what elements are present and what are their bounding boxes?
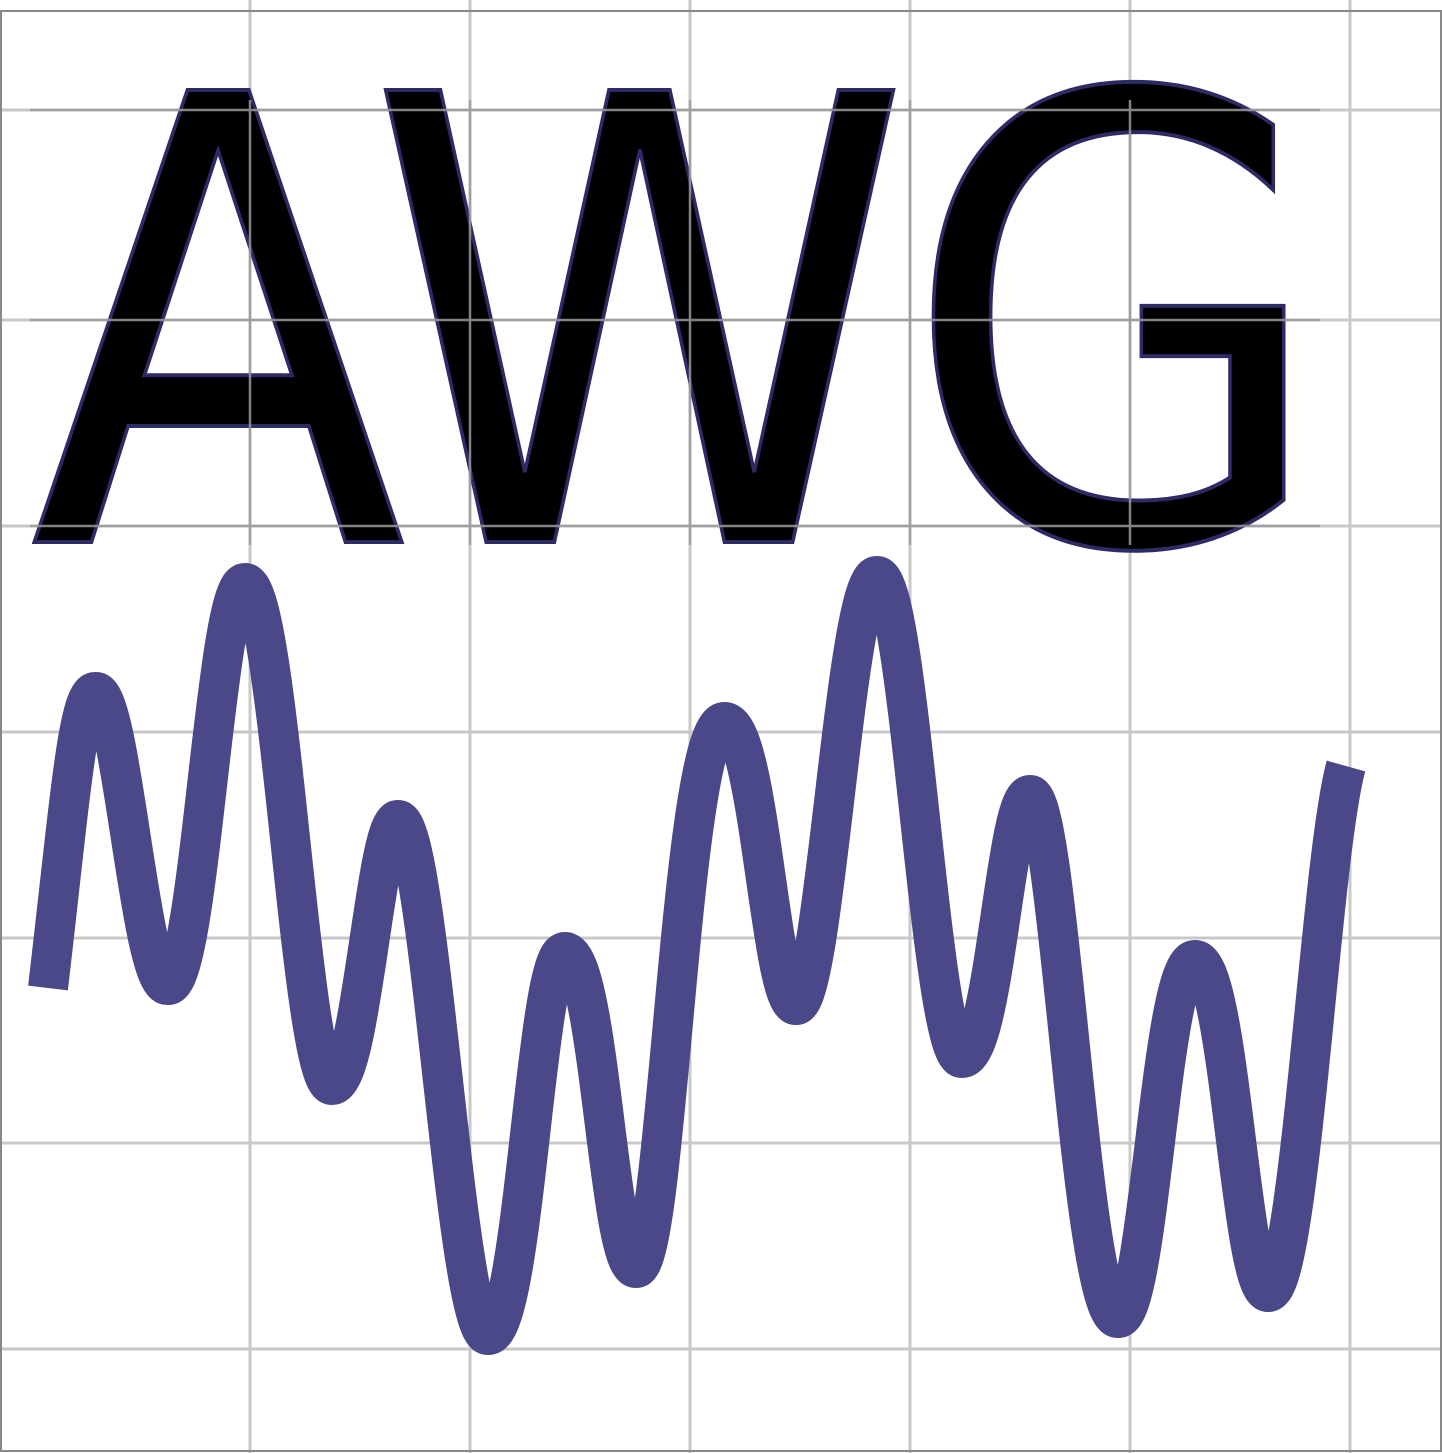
- grid-overlay: [30, 100, 1320, 545]
- logo-border: [0, 10, 1442, 1452]
- waveform-line: [28, 556, 1366, 1355]
